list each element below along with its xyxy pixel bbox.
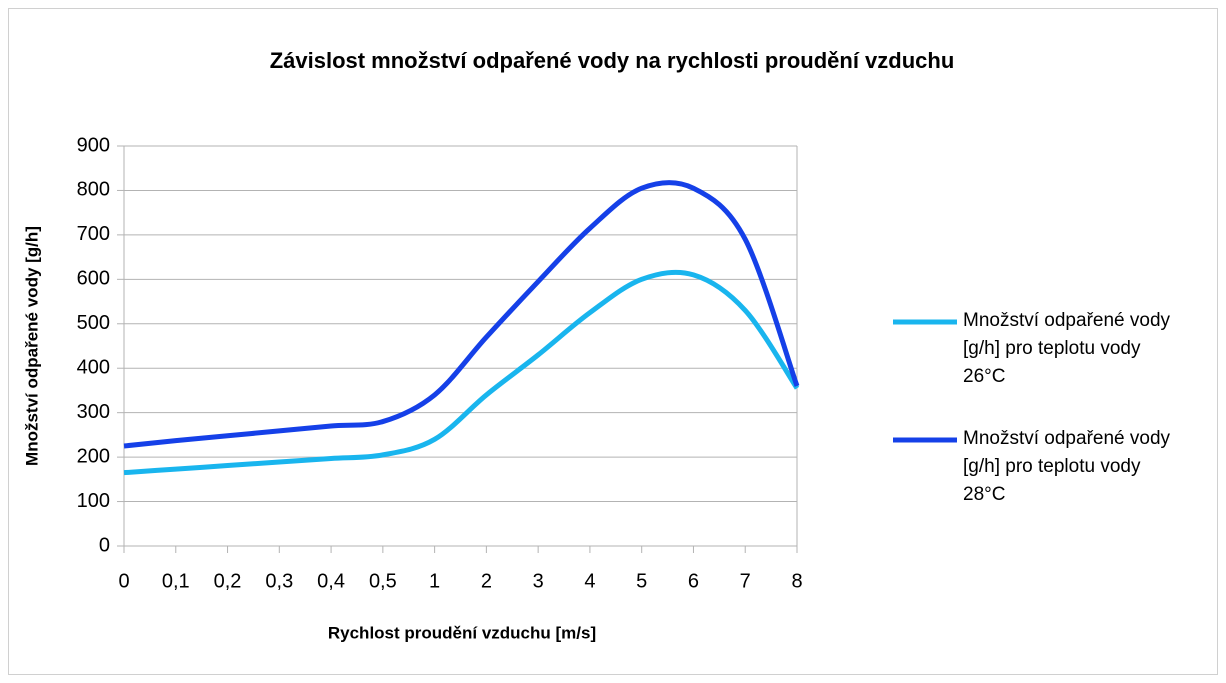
y-tick-label: 200	[77, 445, 110, 467]
y-tick-label: 900	[77, 134, 110, 156]
x-tick-label: 5	[636, 570, 647, 592]
chart-title: Závislost množství odpařené vody na rych…	[270, 48, 955, 73]
x-tick-label: 0,4	[317, 570, 345, 592]
x-tick-label: 0,1	[162, 570, 190, 592]
x-tick-label: 1	[429, 570, 440, 592]
series-line	[123, 269, 800, 476]
series-line	[123, 180, 800, 449]
y-tick-label: 800	[77, 179, 110, 201]
x-tick-label: 6	[688, 570, 699, 592]
x-tick-label: 3	[533, 570, 544, 592]
x-tick-label: 2	[481, 570, 492, 592]
y-tick-label: 400	[77, 357, 110, 379]
x-tick-label: 0,3	[265, 570, 293, 592]
y-tick-label: 500	[77, 312, 110, 334]
y-axis-label: Množství odpařené vody [g/h]	[22, 226, 41, 466]
legend-label: Množství odpařené vody [g/h] pro teplotu…	[963, 310, 1171, 387]
y-tick-label: 100	[77, 490, 110, 512]
y-tick-label: 700	[77, 223, 110, 245]
y-tick-label: 600	[77, 268, 110, 290]
y-tick-label: 300	[77, 401, 110, 423]
x-tick-label: 0,5	[369, 570, 397, 592]
x-axis-label: Rychlost proudění vzduchu [m/s]	[328, 623, 596, 642]
x-tick-label: 7	[740, 570, 751, 592]
legend-label: Množství odpařené vody [g/h] pro teplotu…	[963, 428, 1171, 505]
x-tick-label: 4	[584, 570, 595, 592]
x-tick-label: 0,2	[214, 570, 242, 592]
x-tick-label: 0	[118, 570, 129, 592]
x-tick-label: 8	[791, 570, 802, 592]
chart-border	[8, 8, 1218, 675]
y-tick-label: 0	[99, 534, 110, 556]
